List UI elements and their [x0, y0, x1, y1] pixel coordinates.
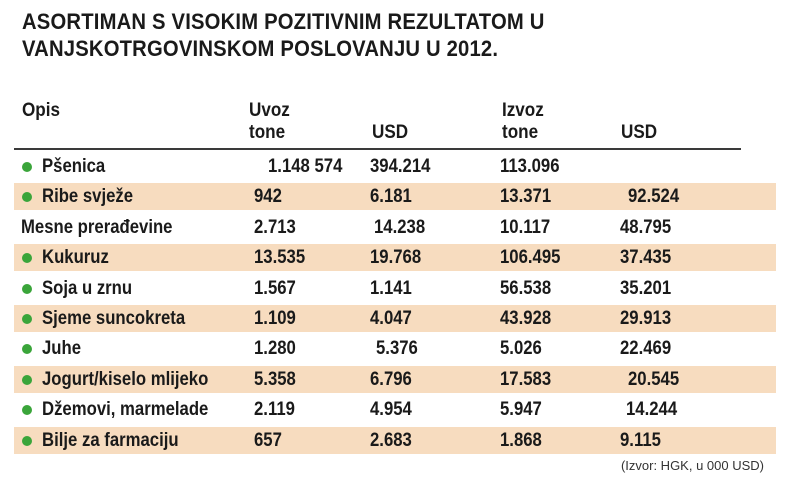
header-opis: Opis: [22, 100, 61, 121]
cell-izvoz-usd: 22.469: [620, 338, 672, 360]
cell-izvoz-tone: 5.947: [500, 399, 542, 421]
cell-uvoz-usd: 4.047: [370, 308, 412, 329]
cell-opis: Bilje za farmaciju: [42, 429, 179, 451]
table-row: Jogurt/kiselo mlijeko 5.358 6.796 17.583 20.…: [14, 365, 776, 393]
bullet-icon: [22, 162, 32, 172]
table-row: Ribe svježe 942 6.181 13.371 92.524: [14, 183, 776, 211]
cell-uvoz-usd: 394.214: [370, 156, 431, 177]
cell-izvoz-usd: 14.244: [626, 399, 678, 421]
chart-title: ASORTIMAN S VISOKIM POZITIVNIM REZULTATO…: [22, 8, 684, 62]
table-row: Mesne prerađevine 2.713 14.238 10.117 48.795: [14, 214, 776, 241]
cell-uvoz-usd: 19.768: [370, 247, 422, 269]
header-uvoz-usd: USD: [372, 122, 409, 143]
header-divider: [14, 148, 741, 150]
cell-izvoz-usd: 92.524: [628, 186, 680, 208]
header-uvoz: Uvoz: [249, 100, 290, 121]
cell-uvoz-tone: 5.358: [254, 368, 296, 390]
header-uvoz-tone: tone: [249, 122, 286, 143]
cell-uvoz-usd: 4.954: [370, 399, 412, 421]
bullet-icon: [22, 283, 32, 294]
table-row: Bilje za farmaciju 657 2.683 1.868 9.115: [14, 426, 776, 454]
cell-uvoz-usd: 1.141: [370, 277, 412, 299]
source-note: (Izvor: HGK, u 000 USD): [620, 458, 764, 473]
bullet-icon: [22, 253, 32, 264]
table-row: Juhe 1.280 5.376 5.026 22.469: [14, 335, 776, 362]
table-row: Džemovi, marmelade 2.119 4.954 5.947 14.244: [14, 396, 776, 423]
cell-izvoz-usd: 9.115: [620, 429, 661, 451]
table-row: Pšenica 1.148 574 394.214 113.096: [14, 153, 776, 180]
cell-izvoz-tone: 5.026: [500, 338, 542, 360]
cell-izvoz-tone: 106.495: [500, 247, 561, 269]
bullet-icon: [22, 374, 32, 385]
cell-opis: Juhe: [42, 338, 82, 360]
table-row: Sjeme suncokreta 1.109 4.047 43.928 29.913: [14, 305, 776, 332]
bullet-icon: [22, 192, 32, 203]
header-izvoz: Izvoz: [502, 100, 544, 121]
chart-title-line-1: ASORTIMAN S VISOKIM POZITIVNIM REZULTATO…: [22, 9, 545, 34]
cell-izvoz-usd: 37.435: [620, 247, 672, 269]
table-row: Kukuruz 13.535 19.768 106.495 37.435: [14, 244, 776, 272]
cell-izvoz-tone: 113.096: [500, 156, 560, 177]
cell-izvoz-tone: 1.868: [500, 429, 542, 451]
cell-opis: Soja u zrnu: [42, 277, 133, 299]
header-izvoz-tone: tone: [502, 122, 539, 143]
cell-opis: Mesne prerađevine: [21, 216, 173, 238]
cell-uvoz-usd: 14.238: [374, 216, 426, 238]
cell-opis: Ribe svježe: [42, 186, 134, 208]
bullet-icon: [22, 435, 32, 446]
bullet-icon: [22, 314, 32, 324]
cell-uvoz-usd: 6.796: [370, 368, 412, 390]
cell-uvoz-usd: 6.181: [370, 186, 412, 208]
cell-izvoz-tone: 43.928: [500, 308, 552, 329]
chart-title-line-2: VANJSKOTRGOVINSKOM POSLOVANJU U 2012.: [22, 36, 499, 61]
cell-izvoz-usd: 20.545: [628, 368, 680, 390]
header-izvoz-usd: USD: [621, 122, 658, 143]
cell-izvoz-usd: 48.795: [620, 216, 672, 238]
cell-uvoz-tone: 1.148 574: [268, 156, 343, 177]
cell-opis: Kukuruz: [42, 247, 109, 269]
bullet-icon: [22, 344, 32, 355]
cell-uvoz-usd: 5.376: [376, 338, 418, 360]
cell-opis: Sjeme suncokreta: [42, 308, 186, 329]
cell-opis: Jogurt/kiselo mlijeko: [42, 368, 209, 390]
bullet-icon: [22, 405, 32, 416]
cell-izvoz-usd: 35.201: [620, 277, 672, 299]
cell-uvoz-tone: 1.567: [254, 277, 296, 299]
cell-uvoz-tone: 1.109: [254, 308, 296, 329]
cell-izvoz-tone: 56.538: [500, 277, 552, 299]
cell-uvoz-tone: 657: [254, 429, 282, 451]
table-row: Soja u zrnu 1.567 1.141 56.538 35.201: [14, 275, 776, 302]
cell-uvoz-tone: 942: [254, 186, 282, 208]
cell-izvoz-tone: 17.583: [500, 368, 552, 390]
cell-uvoz-tone: 13.535: [254, 247, 306, 269]
cell-izvoz-usd: 29.913: [620, 308, 672, 329]
cell-opis: Džemovi, marmelade: [42, 399, 209, 421]
cell-uvoz-tone: 2.713: [254, 216, 296, 238]
cell-opis: Pšenica: [42, 156, 106, 177]
cell-izvoz-tone: 13.371: [500, 186, 552, 208]
cell-izvoz-tone: 10.117: [500, 216, 551, 238]
cell-uvoz-usd: 2.683: [370, 429, 412, 451]
cell-uvoz-tone: 1.280: [254, 338, 296, 360]
cell-uvoz-tone: 2.119: [254, 399, 295, 421]
